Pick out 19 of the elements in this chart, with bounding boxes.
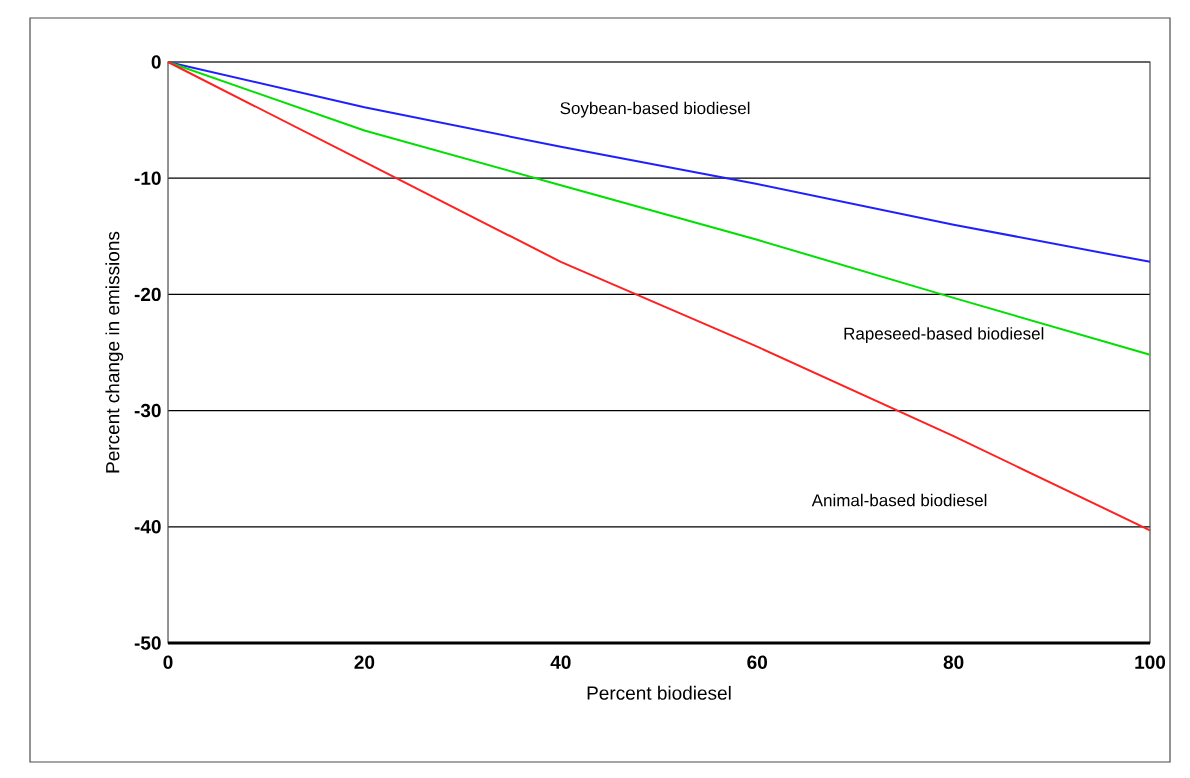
y-tick-label: -50 [134,636,161,650]
line-series [167,61,1151,532]
y-axis-title: Percent change in emissions [105,231,124,473]
x-tick-label: 20 [354,655,375,669]
x-tick-label: 100 [1135,655,1166,669]
annotation: Animal-based biodiesel [811,493,987,507]
x-tick-label: 80 [943,655,964,669]
x-tick-label: 0 [163,655,173,669]
y-tick-label: -10 [134,171,161,185]
y-tick-label: 0 [151,55,161,69]
y-tick-label: -40 [134,520,161,534]
x-axis-title: Percent biodiesel [587,685,731,700]
line-series [167,61,1151,356]
annotation: Soybean-based biodiesel [560,101,750,118]
x-tick-label: 60 [747,655,767,669]
annotation: Rapeseed-based biodiesel [844,327,1044,343]
y-tick-label: -20 [134,287,161,302]
x-tick-label: 40 [550,655,571,669]
y-tick-label: -30 [134,403,161,418]
